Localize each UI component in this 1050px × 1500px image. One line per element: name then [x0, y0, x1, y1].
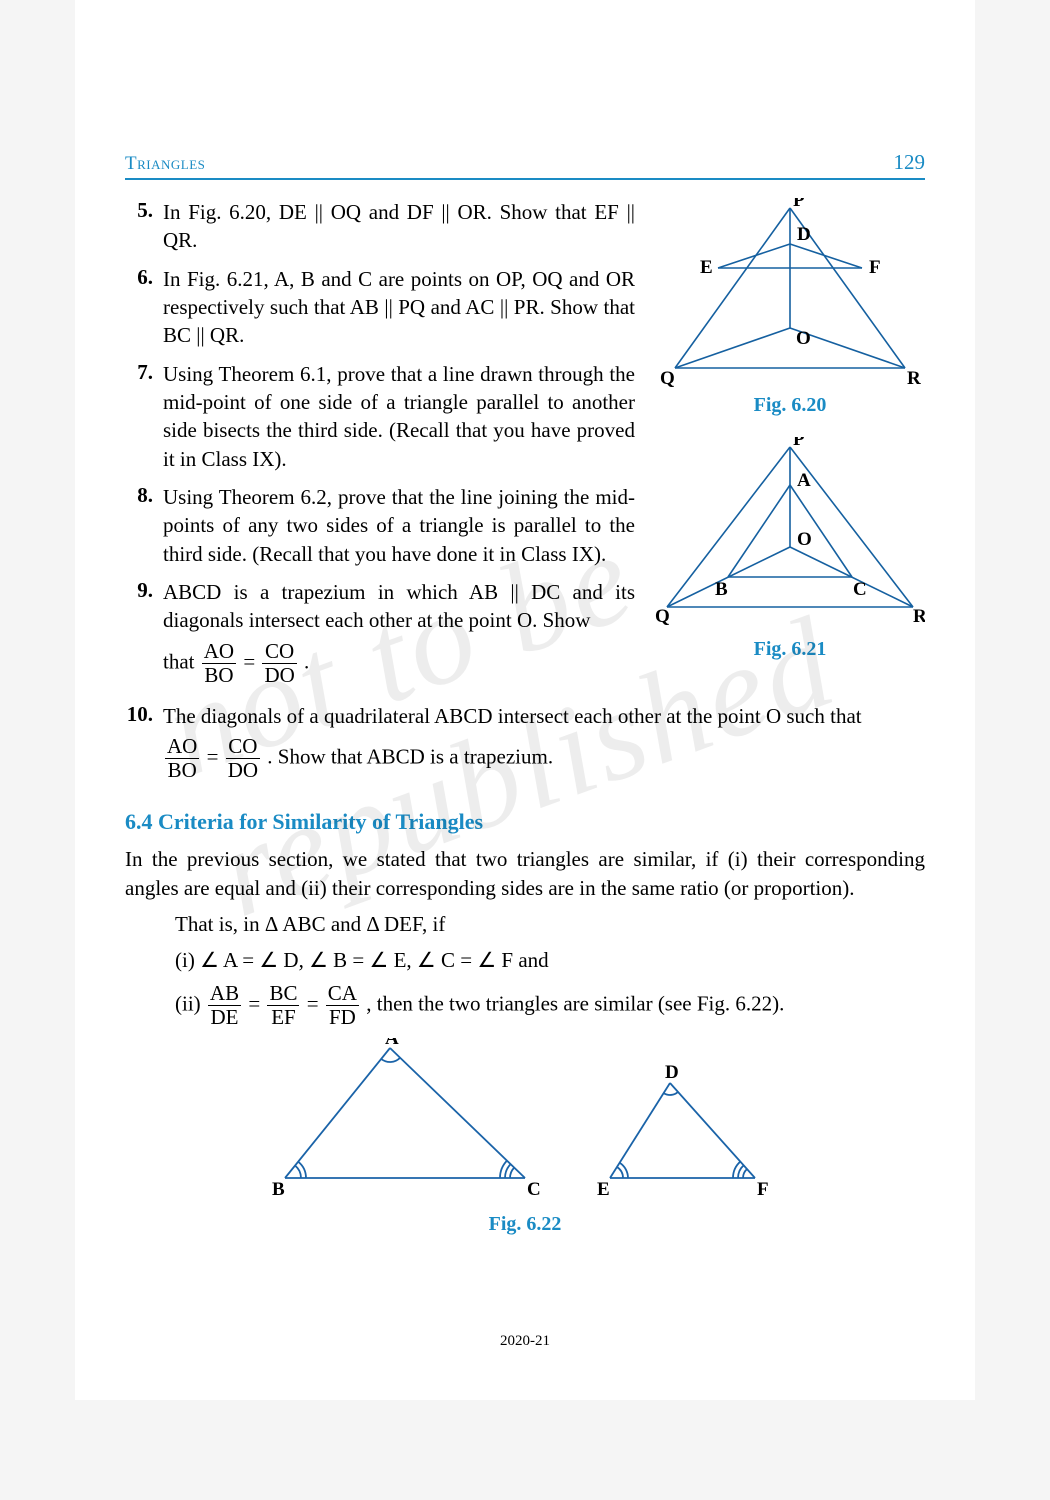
svg-text:R: R [907, 368, 921, 388]
fraction: AO BO [202, 641, 236, 686]
problem-10-equation: AO BO = CO DO . Show that ABCD is a trap… [163, 736, 925, 781]
problem-item: 7. Using Theorem 6.1, prove that a line … [125, 360, 635, 473]
frac-num: CA [326, 983, 359, 1006]
fraction: BC EF [267, 983, 299, 1028]
problem-number: 7. [125, 360, 163, 473]
equals: = [307, 991, 324, 1015]
svg-text:C: C [853, 579, 867, 600]
figure-caption: Fig. 6.20 [655, 394, 925, 417]
frac-num: AB [208, 983, 241, 1006]
problem-text: In Fig. 6.21, A, B and C are points on O… [163, 265, 635, 350]
fraction: AB DE [208, 983, 241, 1028]
problem-item: 10. The diagonals of a quadrilateral ABC… [115, 702, 925, 787]
cond2-pre: (ii) [175, 991, 206, 1015]
content-columns: 5. In Fig. 6.20, DE || OQ and DF || OR. … [125, 198, 925, 702]
problem-number: 10. [115, 702, 163, 787]
problem-text: In Fig. 6.20, DE || OQ and DF || OR. Sho… [163, 198, 635, 255]
problem-number: 5. [125, 198, 163, 255]
fraction: CA FD [326, 983, 359, 1028]
section-para-1: In the previous section, we stated that … [125, 845, 925, 902]
svg-text:O: O [797, 529, 812, 550]
frac-den: DO [262, 664, 296, 686]
figure-6-22: A B C D E F [225, 1038, 825, 1203]
svg-text:C: C [527, 1179, 541, 1200]
problem-item: 9. ABCD is a trapezium in which AB || DC… [125, 578, 635, 692]
frac-num: CO [226, 736, 260, 759]
figure-6-21: P Q R O A B C [655, 437, 925, 632]
svg-text:Q: Q [655, 606, 670, 627]
frac-den: DO [226, 759, 260, 781]
fraction: AO BO [165, 736, 199, 781]
problem-9-equation: that AO BO = CO DO . [163, 641, 635, 686]
figure-6-20: P Q R O D E F [655, 198, 925, 388]
svg-text:O: O [796, 328, 811, 349]
svg-text:A: A [385, 1038, 399, 1049]
problem-item: 8. Using Theorem 6.2, prove that the lin… [125, 483, 635, 568]
frac-den: DE [208, 1006, 241, 1028]
frac-num: AO [165, 736, 199, 759]
problem-number: 8. [125, 483, 163, 568]
problem-number: 9. [125, 578, 163, 692]
condition-2: (ii) AB DE = BC EF = CA FD , then the tw… [125, 983, 925, 1028]
svg-text:D: D [665, 1062, 679, 1083]
problem-text: ABCD is a trapezium in which AB || DC an… [163, 578, 635, 692]
text-column: 5. In Fig. 6.20, DE || OQ and DF || OR. … [125, 198, 635, 702]
page-container: not to be republished Triangles 129 5. I… [75, 0, 975, 1400]
problem-item: 6. In Fig. 6.21, A, B and C are points o… [125, 265, 635, 350]
equals: = [207, 744, 224, 768]
fraction: CO DO [262, 641, 296, 686]
problem-10-text: The diagonals of a quadrilateral ABCD in… [163, 704, 862, 728]
frac-num: CO [262, 641, 296, 664]
chapter-title: Triangles [125, 153, 205, 175]
svg-text:D: D [797, 224, 811, 245]
section-para-2: That is, in Δ ABC and Δ DEF, if [125, 910, 925, 938]
figure-column: P Q R O D E F Fig. 6.20 P Q R O A B C Fig. 6.21 [655, 198, 925, 702]
svg-text:E: E [597, 1179, 610, 1200]
svg-text:Q: Q [660, 368, 675, 388]
svg-text:A: A [797, 470, 811, 491]
eq-intro: that [163, 649, 200, 673]
svg-text:F: F [757, 1179, 769, 1200]
problem-text: Using Theorem 6.2, prove that the line j… [163, 483, 635, 568]
svg-text:B: B [715, 579, 728, 600]
svg-text:R: R [913, 606, 925, 627]
frac-den: BO [165, 759, 199, 781]
page-number: 129 [894, 150, 926, 175]
svg-text:F: F [869, 257, 881, 278]
figure-caption: Fig. 6.22 [125, 1213, 925, 1236]
page-header: Triangles 129 [125, 150, 925, 180]
cond2-post: , then the two triangles are similar (se… [366, 991, 784, 1015]
figure-caption: Fig. 6.21 [655, 638, 925, 661]
svg-text:P: P [793, 198, 805, 211]
period: . [304, 649, 309, 673]
problem-9-pretext: ABCD is a trapezium in which AB || DC an… [163, 580, 635, 632]
equals: = [243, 649, 260, 673]
svg-text:P: P [793, 437, 805, 450]
page-footer: 2020-21 [75, 1333, 975, 1350]
problem-text: The diagonals of a quadrilateral ABCD in… [163, 702, 925, 787]
after-text: . Show that ABCD is a trapezium. [267, 744, 553, 768]
condition-1: (i) ∠ A = ∠ D, ∠ B = ∠ E, ∠ C = ∠ F and [125, 946, 925, 974]
frac-den: BO [202, 664, 236, 686]
problem-number: 6. [125, 265, 163, 350]
section-heading: 6.4 Criteria for Similarity of Triangles [125, 809, 925, 835]
equals: = [248, 991, 265, 1015]
problem-item: 5. In Fig. 6.20, DE || OQ and DF || OR. … [125, 198, 635, 255]
problem-text: Using Theorem 6.1, prove that a line dra… [163, 360, 635, 473]
fraction: CO DO [226, 736, 260, 781]
frac-den: FD [326, 1006, 359, 1028]
frac-num: AO [202, 641, 236, 664]
frac-num: BC [267, 983, 299, 1006]
svg-text:B: B [272, 1179, 285, 1200]
frac-den: EF [267, 1006, 299, 1028]
svg-text:E: E [700, 257, 713, 278]
